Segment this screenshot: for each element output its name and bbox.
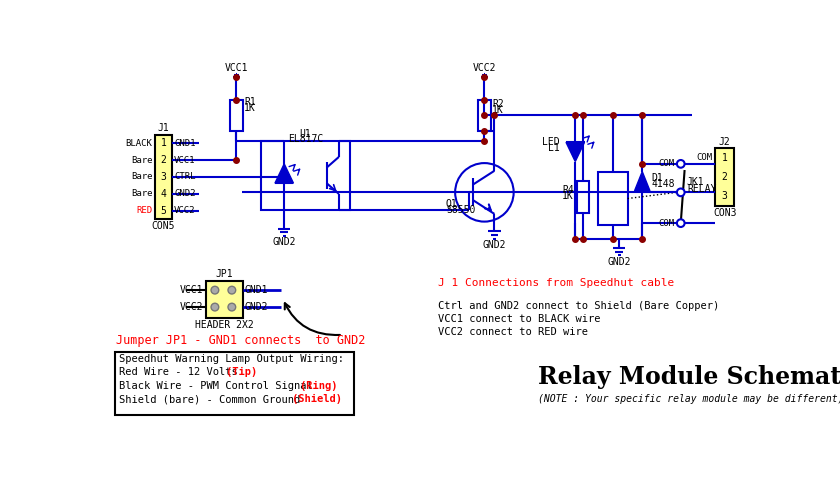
Text: J2: J2 [719, 136, 731, 146]
Text: COM: COM [659, 159, 675, 168]
Text: VCC2 connect to RED wire: VCC2 connect to RED wire [438, 327, 588, 337]
Bar [577, 181, 589, 213]
Text: LED: LED [543, 137, 560, 147]
Text: VCC2: VCC2 [180, 302, 203, 312]
Bar [206, 281, 243, 318]
Text: (Ring): (Ring) [300, 381, 337, 391]
Bar [230, 100, 243, 131]
Text: (Tip): (Tip) [227, 367, 258, 377]
Circle shape [211, 286, 218, 294]
Text: RELAY: RELAY [687, 183, 717, 193]
Bar [716, 148, 734, 206]
Text: GND2: GND2 [174, 190, 196, 198]
Text: R4: R4 [562, 185, 574, 195]
Text: S8550: S8550 [446, 205, 475, 215]
Text: VCC1: VCC1 [180, 285, 203, 295]
Text: (Shield): (Shield) [292, 395, 342, 405]
Circle shape [677, 160, 685, 168]
Text: R2: R2 [492, 99, 504, 109]
Bar [598, 171, 627, 226]
Polygon shape [566, 142, 585, 162]
Polygon shape [634, 171, 650, 191]
Text: Relay Module Schematic: Relay Module Schematic [538, 365, 840, 389]
Text: Shield (bare) - Common Ground: Shield (bare) - Common Ground [118, 395, 306, 405]
Circle shape [455, 163, 514, 222]
Text: 4148: 4148 [652, 179, 675, 189]
Text: 2: 2 [160, 155, 166, 165]
Text: (NOTE : Your specific relay module may be different): (NOTE : Your specific relay module may b… [538, 394, 840, 404]
Circle shape [228, 303, 236, 311]
Text: VCC2: VCC2 [473, 62, 496, 72]
Text: VCC1 connect to BLACK wire: VCC1 connect to BLACK wire [438, 314, 601, 324]
Text: U1: U1 [300, 129, 312, 139]
Text: GND1: GND1 [174, 139, 196, 147]
Text: 1K: 1K [492, 105, 504, 115]
Text: 4: 4 [160, 189, 166, 199]
Text: JK1: JK1 [687, 177, 705, 187]
Text: J1: J1 [157, 123, 169, 132]
Text: HEADER 2X2: HEADER 2X2 [195, 320, 254, 330]
Text: CON5: CON5 [151, 221, 175, 231]
Text: R1: R1 [244, 97, 256, 107]
Text: GND2: GND2 [607, 257, 631, 267]
Bar [155, 134, 172, 219]
Text: Bare: Bare [131, 156, 153, 165]
Text: Red Wire - 12 Volts: Red Wire - 12 Volts [118, 367, 244, 377]
Text: CON3: CON3 [713, 208, 737, 218]
Text: GND2: GND2 [245, 302, 269, 312]
Text: 1K: 1K [244, 103, 256, 113]
Text: 2: 2 [722, 172, 727, 182]
Text: CTRL: CTRL [174, 172, 196, 181]
Text: COM: COM [659, 219, 675, 228]
Text: Jumper JP1 - GND1 connects  to GND2: Jumper JP1 - GND1 connects to GND2 [116, 335, 365, 348]
Text: Q1: Q1 [446, 199, 458, 209]
Polygon shape [275, 164, 293, 183]
Text: 1: 1 [722, 153, 727, 163]
Text: Bare: Bare [131, 190, 153, 198]
Text: D1: D1 [652, 173, 664, 183]
Text: JP1: JP1 [215, 269, 233, 279]
Bar [115, 352, 354, 415]
Bar [261, 141, 349, 210]
Circle shape [677, 219, 685, 227]
Circle shape [211, 303, 218, 311]
Text: Speedhut Warning Lamp Output Wiring:: Speedhut Warning Lamp Output Wiring: [118, 354, 344, 364]
Text: 3: 3 [722, 191, 727, 201]
Text: 1: 1 [160, 138, 166, 148]
Text: RED: RED [136, 206, 153, 216]
Text: Black Wire - PWM Control Signal: Black Wire - PWM Control Signal [118, 381, 318, 391]
Text: 5: 5 [160, 206, 166, 216]
Text: BLACK: BLACK [126, 139, 153, 147]
Text: L1: L1 [549, 144, 560, 154]
Text: EL817C: EL817C [288, 134, 323, 144]
Circle shape [677, 189, 685, 196]
Text: J 1 Connections from Speedhut cable: J 1 Connections from Speedhut cable [438, 278, 675, 288]
Text: GND2: GND2 [272, 238, 296, 247]
Circle shape [228, 286, 236, 294]
Text: 1K: 1K [562, 191, 574, 201]
Text: Bare: Bare [131, 172, 153, 181]
Text: Ctrl and GND2 connect to Shield (Bare Copper): Ctrl and GND2 connect to Shield (Bare Co… [438, 301, 719, 312]
Text: VCC2: VCC2 [174, 206, 196, 216]
Text: VCC1: VCC1 [225, 62, 248, 72]
Text: 3: 3 [160, 172, 166, 182]
Text: GND2: GND2 [483, 240, 507, 250]
Text: COM: COM [696, 153, 712, 162]
Bar [478, 100, 491, 131]
Text: VCC1: VCC1 [174, 156, 196, 165]
Text: GND1: GND1 [245, 285, 269, 295]
